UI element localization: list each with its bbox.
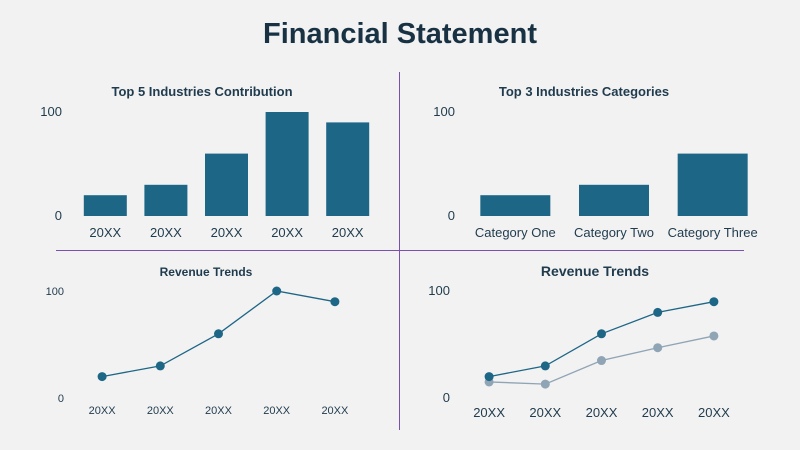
data-point bbox=[597, 329, 606, 339]
x-tick-label: 20XX bbox=[89, 405, 117, 417]
y-tick-label: 100 bbox=[46, 286, 64, 298]
data-point bbox=[484, 372, 494, 382]
x-tick-label: 20XX bbox=[211, 225, 243, 240]
bar bbox=[326, 122, 370, 216]
data-point bbox=[653, 343, 663, 353]
page-title: Financial Statement bbox=[263, 18, 537, 50]
series-line bbox=[488, 301, 715, 378]
x-tick-label: Category Two bbox=[574, 225, 654, 240]
x-tick-label: 20XX bbox=[147, 405, 175, 417]
x-tick-label: 20XX bbox=[698, 405, 730, 420]
chart-title: Top 3 Industries Categories bbox=[499, 84, 669, 99]
x-tick-label: 20XX bbox=[263, 405, 291, 417]
vertical-divider bbox=[399, 72, 400, 430]
data-point bbox=[597, 356, 606, 366]
data-point bbox=[709, 297, 719, 307]
bar bbox=[265, 112, 309, 216]
bar bbox=[579, 184, 649, 216]
data-point bbox=[540, 379, 550, 389]
data-point bbox=[272, 286, 282, 296]
data-point bbox=[155, 361, 165, 371]
data-point bbox=[330, 297, 340, 307]
data-point bbox=[540, 361, 550, 371]
x-tick-label: 20XX bbox=[642, 405, 674, 420]
x-tick-label: Category One bbox=[475, 225, 556, 240]
y-tick-label: 0 bbox=[55, 208, 62, 223]
y-tick-label: 100 bbox=[40, 104, 62, 119]
x-tick-label: 20XX bbox=[89, 225, 121, 240]
bar bbox=[83, 195, 127, 216]
y-tick-label: 0 bbox=[448, 208, 455, 223]
x-tick-label: Category Three bbox=[668, 225, 758, 240]
bar bbox=[677, 153, 748, 216]
data-point bbox=[97, 372, 107, 382]
chart-title: Revenue Trends bbox=[541, 263, 649, 279]
x-tick-label: 20XX bbox=[586, 405, 618, 420]
x-tick-label: 20XX bbox=[271, 225, 303, 240]
data-point bbox=[709, 331, 719, 341]
x-tick-label: 20XX bbox=[529, 405, 561, 420]
bar bbox=[480, 195, 551, 216]
y-tick-label: 100 bbox=[428, 283, 450, 298]
x-tick-label: 20XX bbox=[150, 225, 182, 240]
chart-title: Revenue Trends bbox=[160, 265, 253, 279]
x-tick-label: 20XX bbox=[473, 405, 505, 420]
data-point bbox=[214, 329, 223, 339]
y-tick-label: 0 bbox=[58, 393, 64, 405]
bar bbox=[144, 184, 188, 216]
data-point bbox=[653, 307, 663, 317]
y-tick-label: 100 bbox=[433, 104, 455, 119]
x-tick-label: 20XX bbox=[205, 405, 233, 417]
bar bbox=[205, 153, 248, 216]
y-tick-label: 0 bbox=[443, 390, 450, 405]
chart-title: Top 5 Industries Contribution bbox=[111, 84, 292, 99]
x-tick-label: 20XX bbox=[321, 405, 349, 417]
horizontal-divider bbox=[56, 250, 744, 251]
x-tick-label: 20XX bbox=[332, 225, 364, 240]
